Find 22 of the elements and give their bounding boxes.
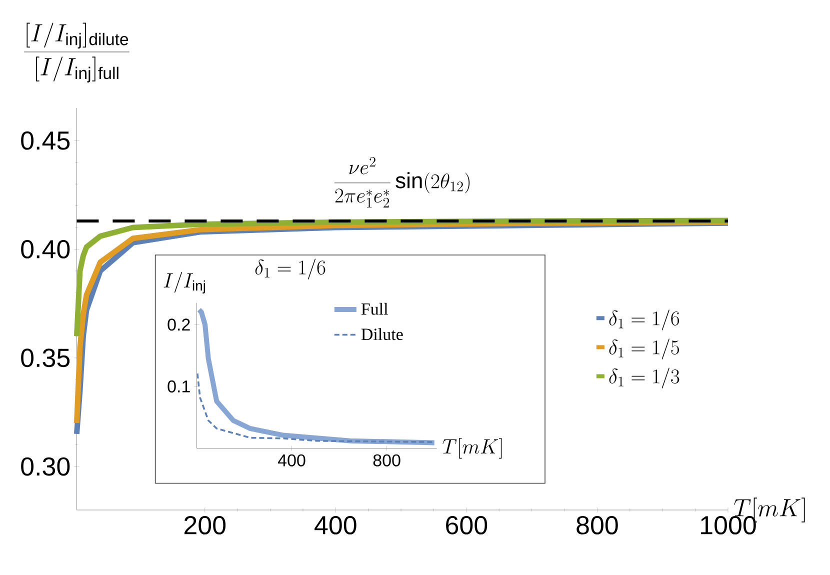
y-axis-title: $\frac{[I/I_{\mathrm{inj}}]_{\mathrm{dilute}}}{[I/I_{\mathrm{inj}}]_{\mathrm{full}}}$ (24, 22, 130, 82)
ref-line-label: $\frac{\nu e^2}{2\pi e_1^* e_2^*}\sin(2\theta_{12})$ (334, 156, 470, 208)
legend-label: $\delta_1 = 1/5$ (609, 338, 680, 360)
x-tick-label: 800 (576, 516, 618, 534)
y-tick-label: 0.2 (168, 318, 190, 331)
y-tick-label: 0.45 (21, 131, 70, 150)
chart-title: $\delta_1 = 1/6$ (255, 258, 326, 280)
x-tick-label: 400 (314, 516, 356, 534)
y-tick-label: 0.1 (168, 380, 190, 392)
legend-label: Dilute (361, 328, 403, 340)
x-tick-label: 400 (278, 454, 306, 466)
y-axis-title: $I/I_{\mathrm{inj}}$ (164, 272, 206, 294)
x-tick-label: 200 (184, 516, 226, 534)
x-tick-label: 800 (373, 454, 400, 466)
legend-label: $\delta_1 = 1/3$ (609, 368, 680, 388)
legend-label: Full (361, 302, 388, 315)
x-axis-title: $T[mK]$ (442, 438, 502, 459)
legend-label: $\delta_1 = 1/6$ (609, 310, 680, 330)
y-tick-label: 0.30 (21, 457, 70, 476)
x-tick-label: 600 (446, 516, 488, 534)
y-tick-label: 0.35 (21, 348, 70, 368)
y-tick-label: 0.40 (21, 240, 70, 258)
